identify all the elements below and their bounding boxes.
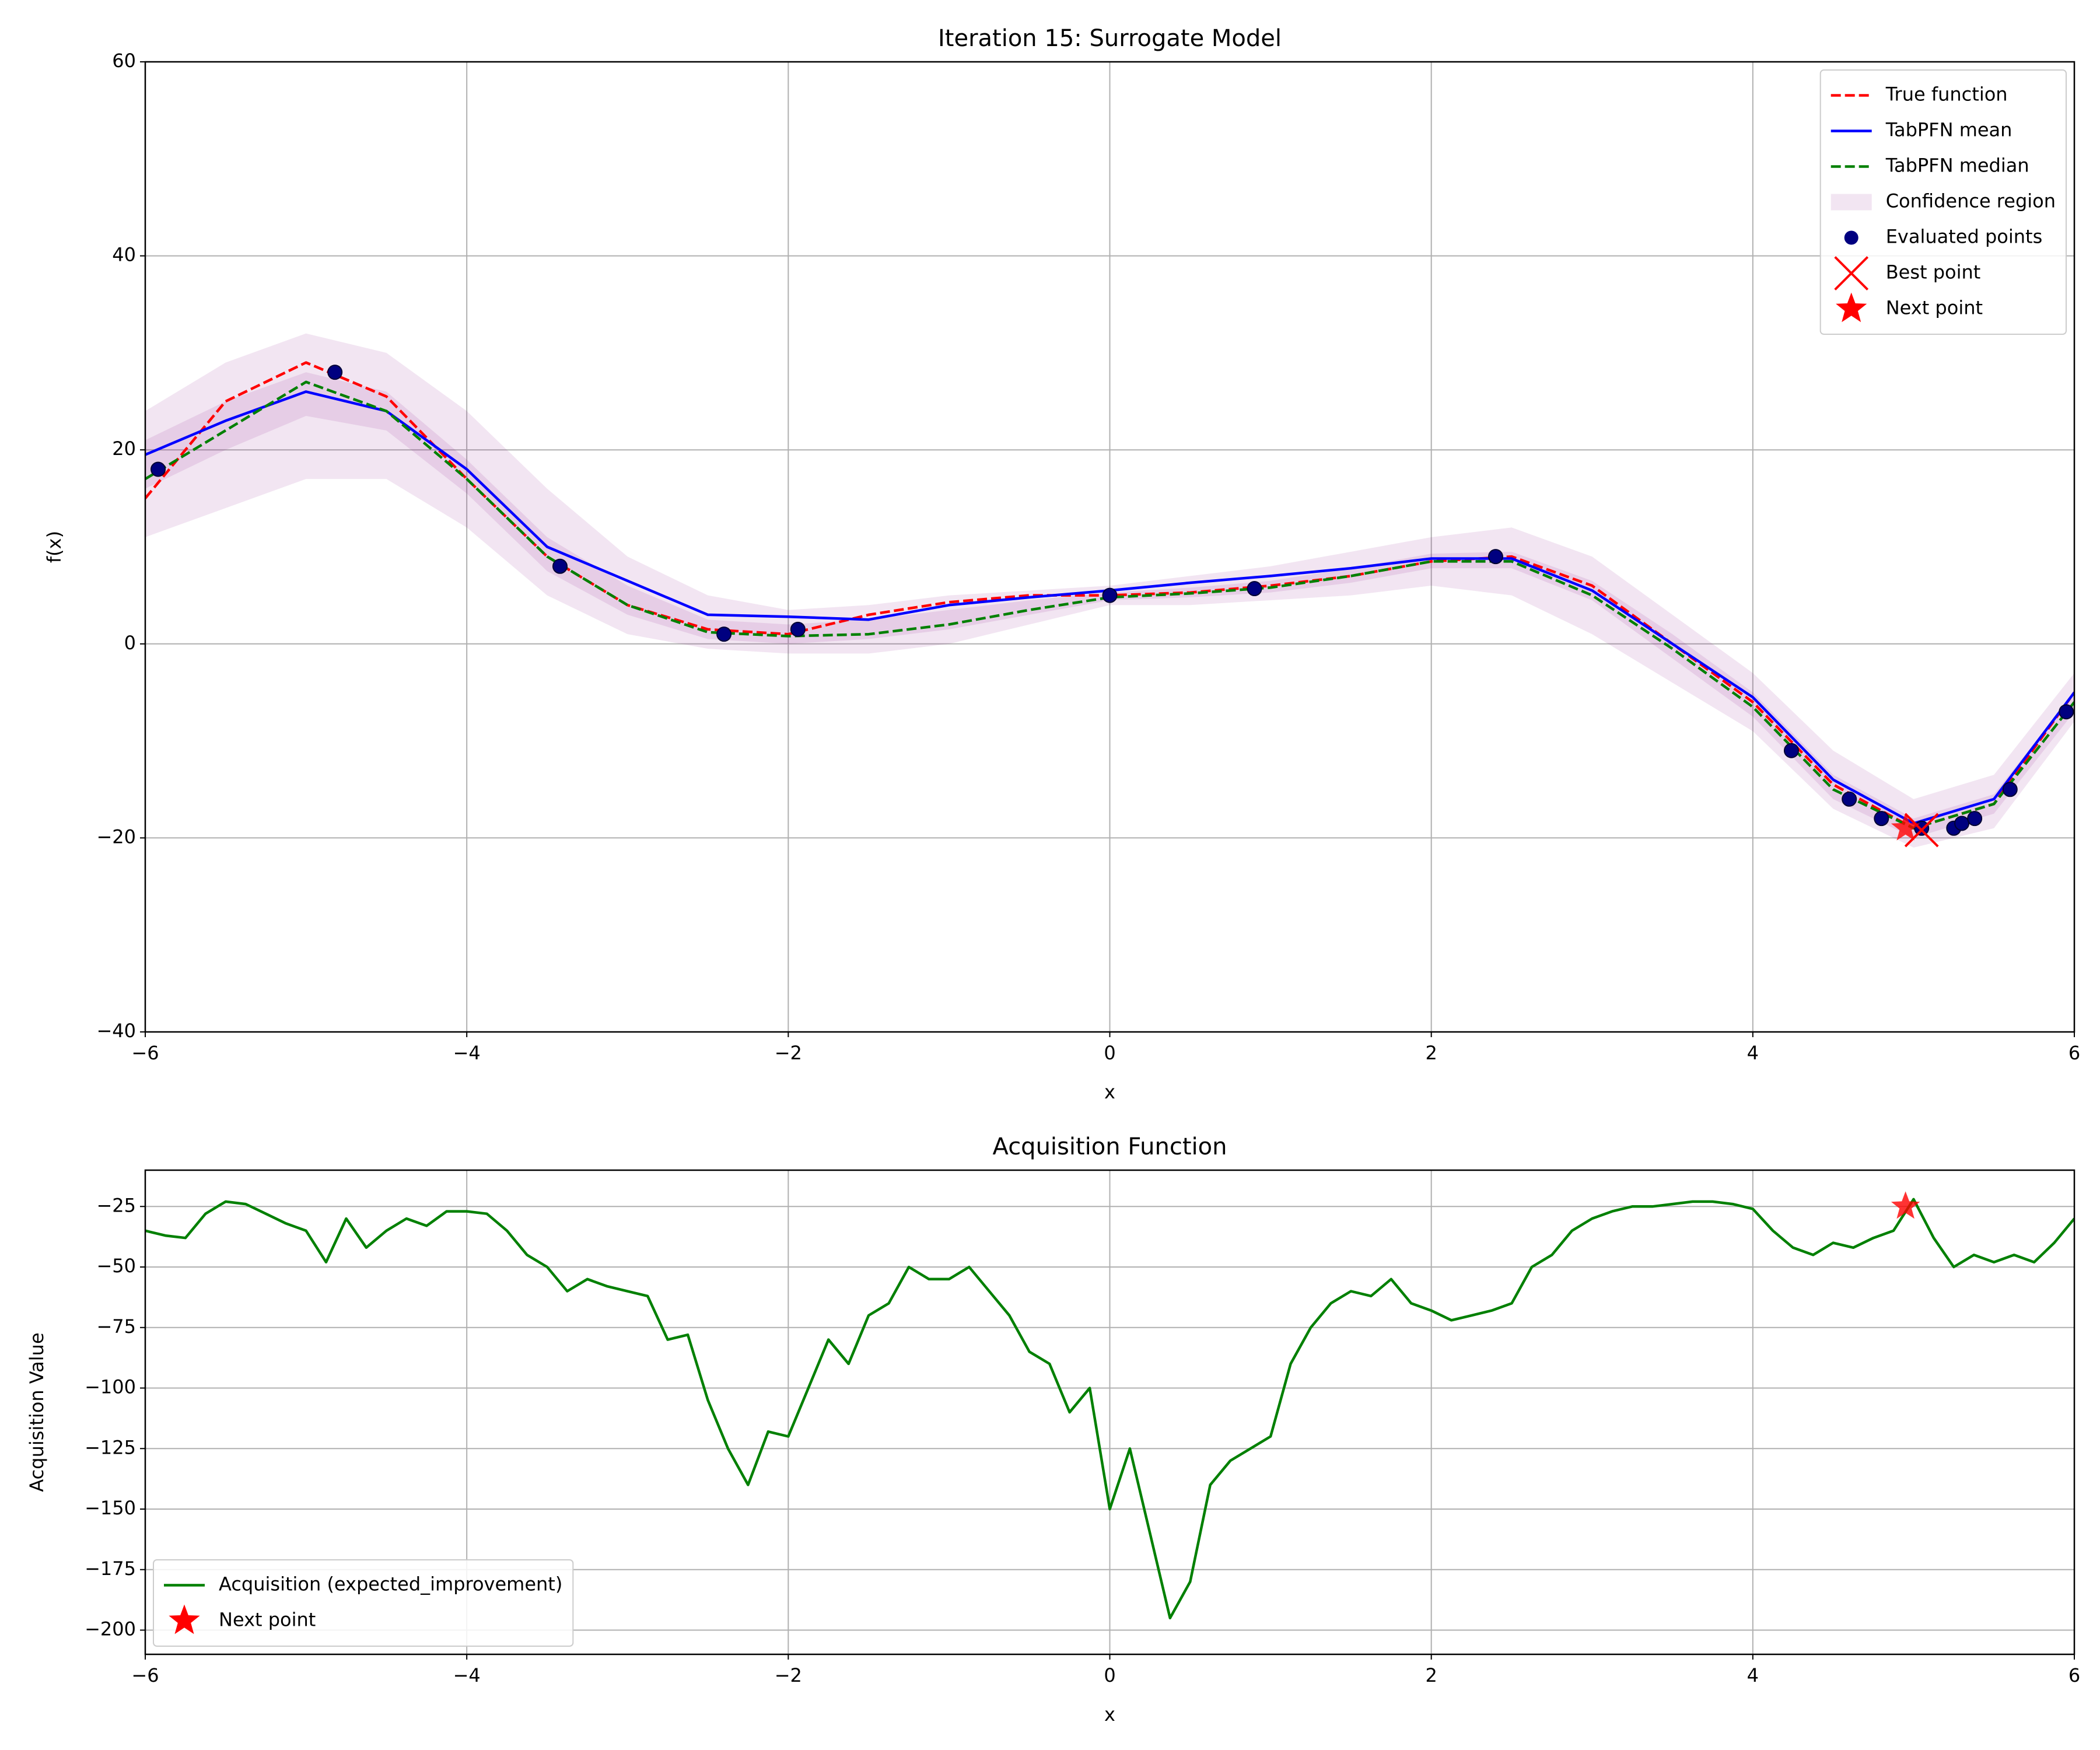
x-tick-label: −4 [453, 1042, 481, 1064]
evaluated-point [1967, 811, 1983, 827]
x-tick-label: 2 [1425, 1042, 1437, 1064]
x-tick-label: −2 [775, 1042, 802, 1064]
chart-title: Iteration 15: Surrogate Model [938, 25, 1282, 52]
axes-frame [144, 61, 2076, 1033]
x-axis-label: x [1104, 1081, 1115, 1103]
y-tick-label: 60 [112, 50, 136, 72]
legend-label: TabPFN mean [1885, 119, 2013, 141]
plot-area [145, 333, 2074, 848]
y-tick-label: −100 [85, 1376, 136, 1398]
legend-label: True function [1885, 83, 2008, 106]
evaluated-point [552, 558, 568, 574]
x-tick-label: 2 [1425, 1664, 1437, 1686]
x-tick-label: −6 [131, 1042, 159, 1064]
y-tick-label: 20 [112, 438, 136, 460]
legend-box [153, 1559, 574, 1647]
y-tick-label: −40 [96, 1020, 136, 1042]
axes-frame [144, 1169, 2076, 1656]
x-tick-label: 6 [2068, 1042, 2080, 1064]
y-tick-label: −125 [85, 1436, 136, 1458]
y-axis-label: Acquisition Value [26, 1332, 48, 1492]
y-tick-label: −75 [96, 1315, 136, 1338]
x-tick-label: −4 [453, 1664, 481, 1686]
x-tick-label: 6 [2068, 1664, 2080, 1686]
evaluated-point [327, 365, 343, 380]
y-tick-label: −150 [85, 1497, 136, 1519]
y-tick-label: 0 [124, 632, 136, 654]
y-axis-label: f(x) [43, 531, 65, 563]
evaluated-point [1102, 587, 1118, 603]
evaluated-point [1783, 743, 1799, 758]
evaluated-point [1842, 791, 1857, 807]
evaluated-point [716, 626, 732, 642]
evaluated-point [790, 621, 806, 637]
legend-label: Best point [1886, 261, 1981, 284]
x-tick-label: −6 [131, 1664, 159, 1686]
legend-label: Confidence region [1886, 190, 2056, 212]
y-tick-label: −175 [85, 1558, 136, 1580]
legend-label: Evaluated points [1886, 226, 2043, 248]
chart-title: Acquisition Function [993, 1133, 1227, 1160]
chart: Iteration 15: Surrogate Model x f(x) −6 −4 −2… [43, 25, 2080, 1103]
legend-handle [1831, 194, 1872, 211]
x-tick-label: 0 [1104, 1664, 1115, 1686]
legend-box [1819, 69, 2067, 335]
legend-handle [1834, 256, 1869, 290]
evaluated-point [1914, 820, 1930, 836]
confidence-band [145, 372, 2074, 838]
evaluated-point [1247, 581, 1262, 597]
x-tick-label: 0 [1104, 1042, 1115, 1064]
x-tick-label: 4 [1747, 1664, 1759, 1686]
evaluated-point [150, 461, 166, 477]
legend: Acquisition (expected_improvement) Next p… [153, 1559, 574, 1647]
x-tick-label: −2 [775, 1664, 802, 1686]
x-axis-label: x [1104, 1703, 1115, 1726]
legend-label: Next point [219, 1609, 316, 1631]
evaluated-point [2059, 704, 2074, 720]
best-point [1904, 813, 1939, 848]
legend-label: TabPFN median [1885, 155, 2029, 177]
x-tick-label: 4 [1747, 1042, 1759, 1064]
y-tick-label: −50 [96, 1255, 136, 1277]
legend-label: Acquisition (expected_improvement) [219, 1573, 562, 1595]
legend-label: Next point [1886, 297, 1983, 319]
next-point [1891, 1191, 1920, 1219]
evaluated-point [1954, 816, 1970, 831]
y-tick-label: 40 [112, 244, 136, 266]
legend-handle [1836, 292, 1867, 323]
evaluated-point [1488, 549, 1503, 565]
chart: Acquisition Function x Acquisition Value −6… [26, 1133, 2080, 1726]
evaluated-point [2002, 782, 2018, 797]
plot-area [145, 1191, 2074, 1620]
legend-handle [169, 1604, 200, 1634]
evaluated-point [1874, 811, 1889, 827]
legend: True function TabPFN mean TabPFN median Con… [1819, 69, 2067, 335]
y-tick-label: −20 [96, 825, 136, 848]
y-tick-label: −200 [85, 1618, 136, 1640]
series-line [145, 1198, 2074, 1620]
y-tick-label: −25 [96, 1194, 136, 1216]
legend-handle [1844, 230, 1859, 245]
next-point [1891, 813, 1920, 841]
